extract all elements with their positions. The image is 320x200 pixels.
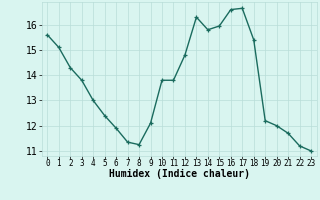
- X-axis label: Humidex (Indice chaleur): Humidex (Indice chaleur): [109, 169, 250, 179]
